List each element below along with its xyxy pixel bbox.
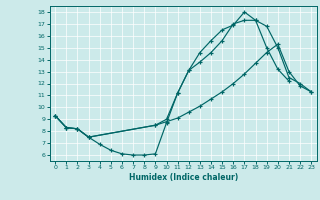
- X-axis label: Humidex (Indice chaleur): Humidex (Indice chaleur): [129, 173, 238, 182]
